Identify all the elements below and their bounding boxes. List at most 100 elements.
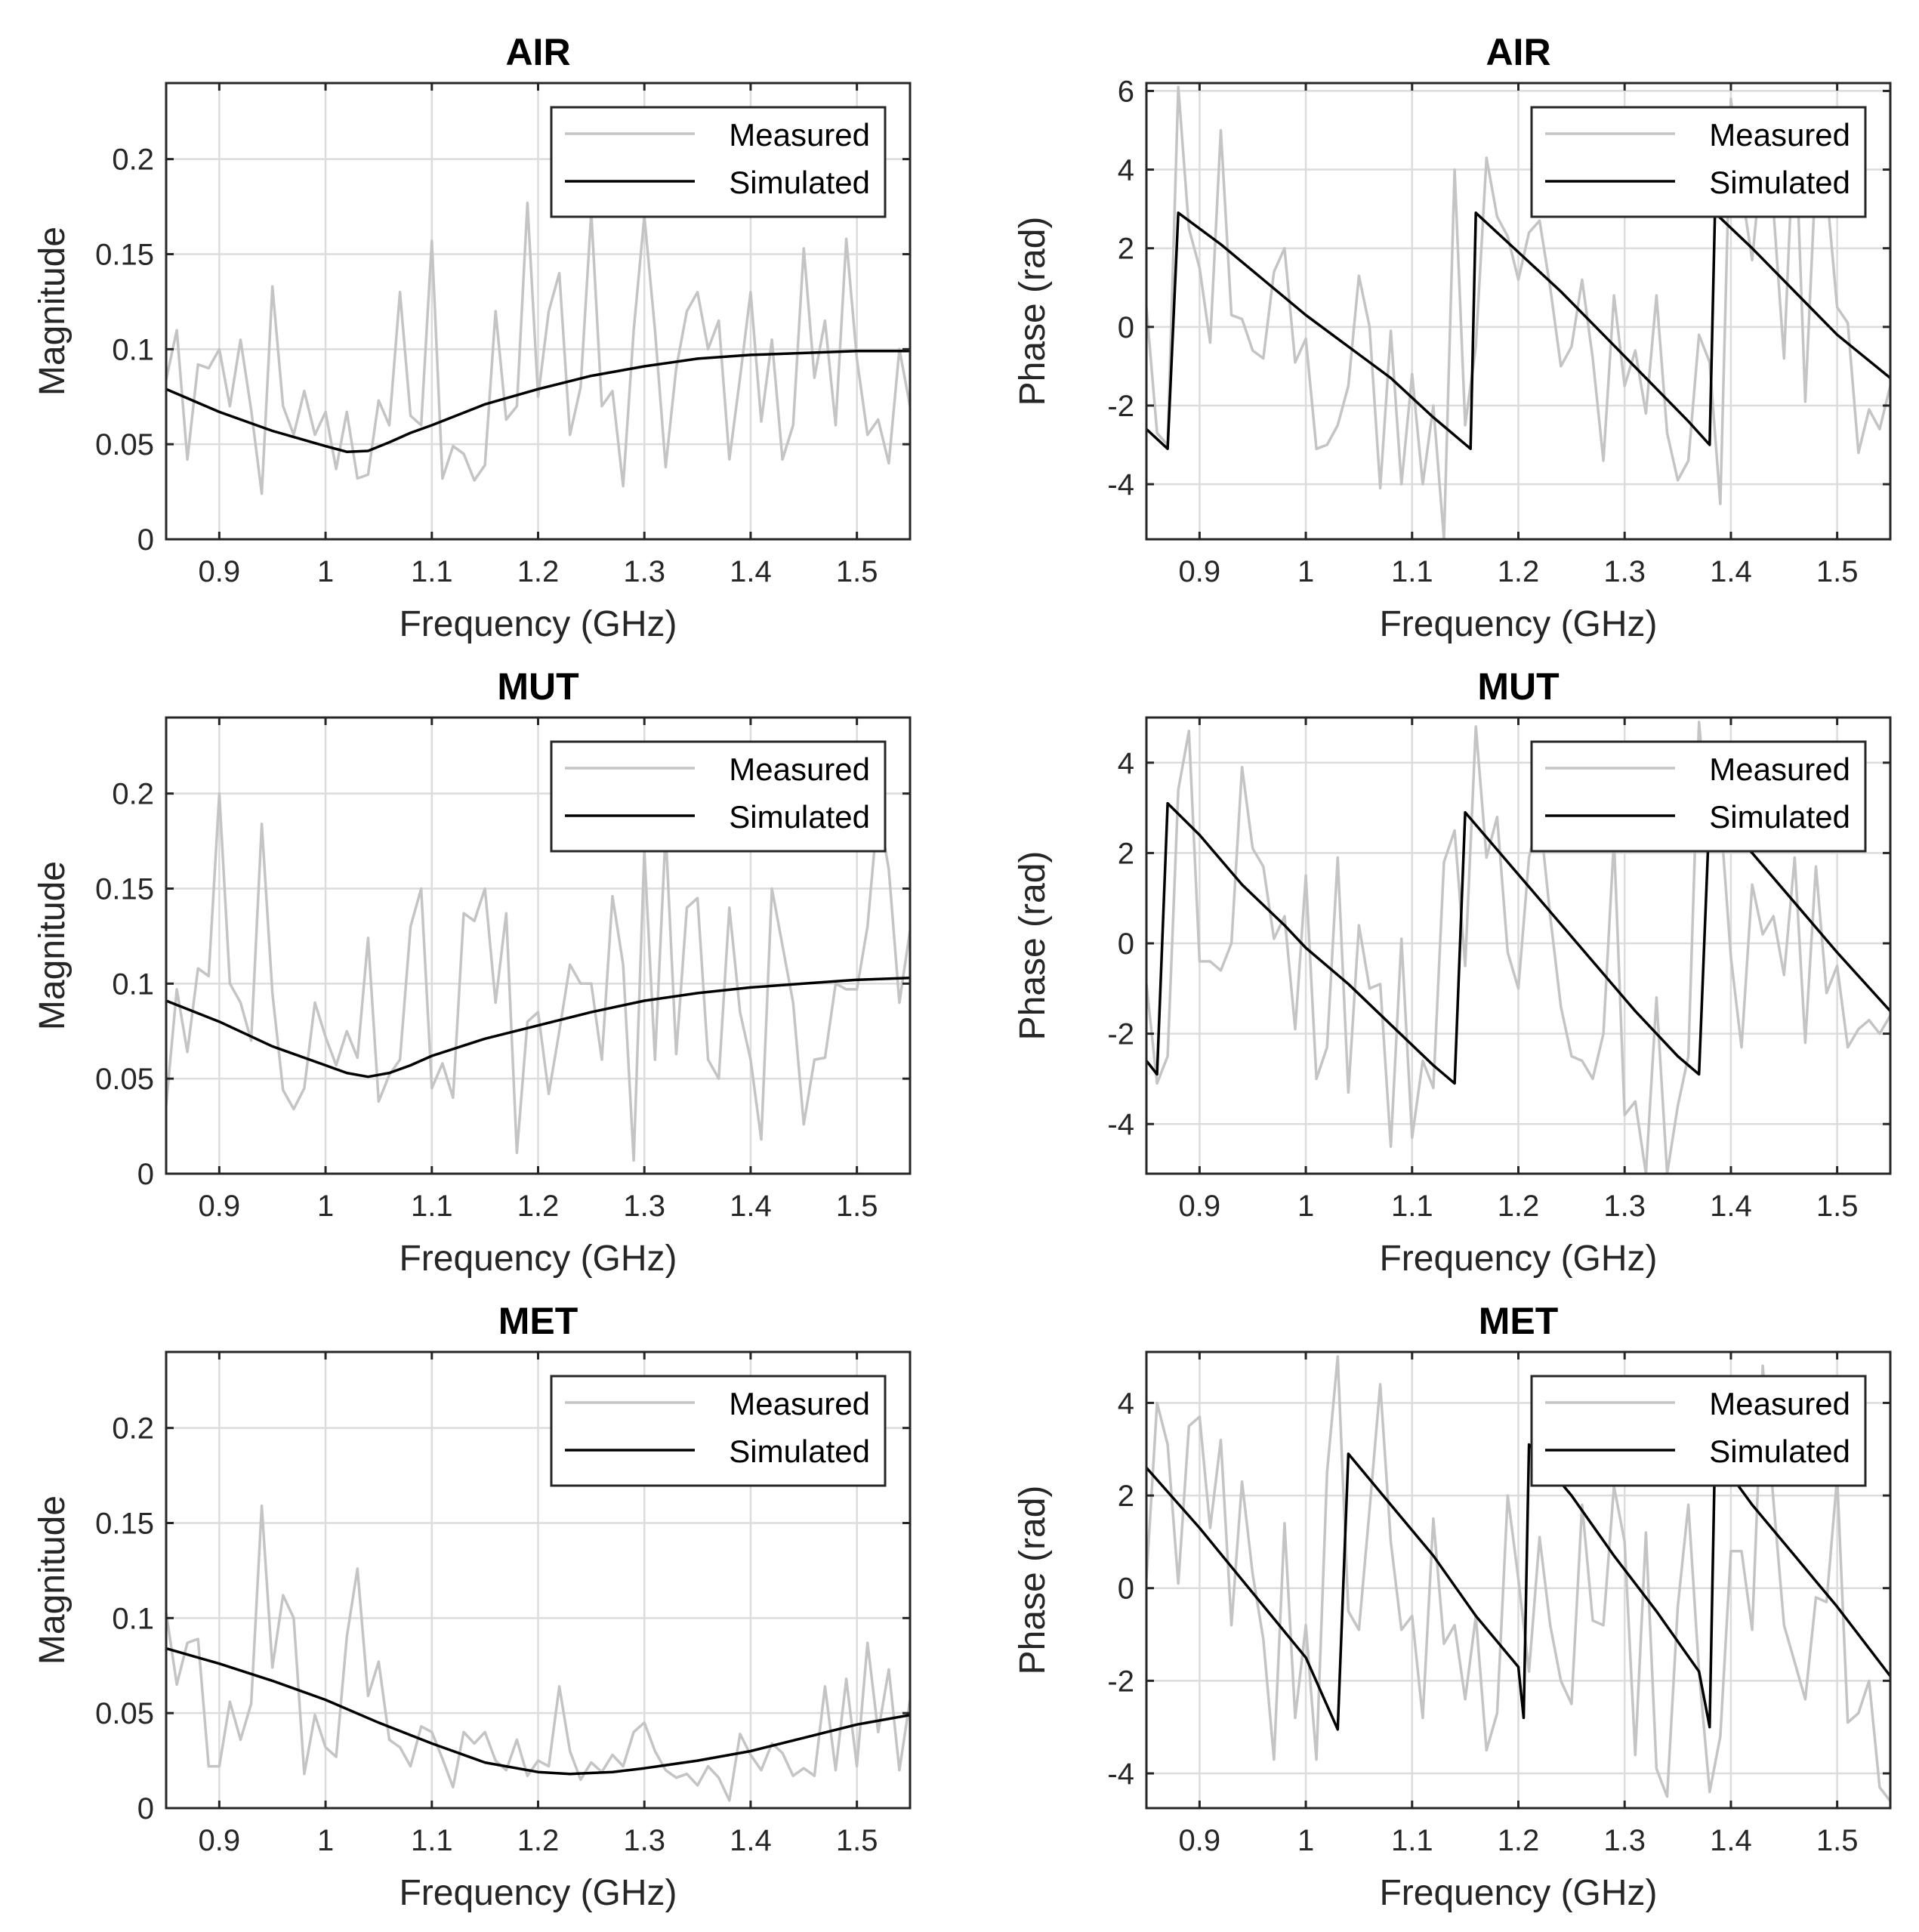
legend-label-measured: Measured — [1709, 752, 1850, 787]
y-axis-label: Phase (rad) — [1013, 1486, 1053, 1675]
panel-mut-phase: 0.9 1 1.1 1.2 1.3 1.4 1.5 -4 -2 0 2 4 MUT Frequency… — [1013, 665, 1892, 1279]
y-tick-label: 0.15 — [95, 1508, 154, 1541]
x-tick-label: 1.2 — [517, 1824, 560, 1857]
x-tick-label: 1.2 — [1498, 1190, 1540, 1223]
legend: Measured Simulated — [1530, 1375, 1867, 1487]
legend-box — [1530, 106, 1867, 218]
legend-label-simulated: Simulated — [1709, 165, 1850, 200]
x-tick-label: 1.3 — [623, 555, 665, 588]
tick-labels: 0.9 1 1.1 1.2 1.3 1.4 1.5 0 0.05 0.1 0.15 0.2 — [95, 83, 910, 588]
legend: Measured Simulated — [550, 740, 887, 853]
y-axis-label: Phase (rad) — [1013, 217, 1053, 406]
x-tick-label: 0.9 — [199, 1824, 241, 1857]
y-tick-label: 2 — [1118, 1480, 1134, 1513]
y-tick-label: 2 — [1118, 233, 1134, 266]
y-tick-label: 0.05 — [95, 1697, 154, 1730]
y-tick-label: 0 — [1118, 311, 1134, 344]
x-axis-label: Frequency (GHz) — [399, 1239, 677, 1279]
x-tick-label: 1.3 — [1603, 555, 1646, 588]
x-tick-label: 1.5 — [1816, 1824, 1859, 1857]
x-tick-label: 1.4 — [730, 1824, 772, 1857]
tick-labels: 0.9 1 1.1 1.2 1.3 1.4 1.5 -4 -2 0 2 4 — [1107, 1352, 1890, 1857]
panel-met-phase: 0.9 1 1.1 1.2 1.3 1.4 1.5 -4 -2 0 2 4 MET Frequency… — [1013, 1300, 1892, 1913]
x-axis-label: Frequency (GHz) — [1379, 1239, 1657, 1279]
x-tick-label: 1.2 — [517, 555, 560, 588]
series-line-simulated — [1146, 211, 1890, 450]
y-tick-label: 0.1 — [112, 968, 154, 1001]
panel-mut-magnitude: 0.9 1 1.1 1.2 1.3 1.4 1.5 0 0.05 0.1 0.15 0.2 MUT F… — [32, 665, 912, 1279]
panel-air-phase: 0.9 1 1.1 1.2 1.3 1.4 1.5 -4 -2 0 2 4 6 AIR Frequenc… — [1013, 31, 1892, 644]
chart-title: MET — [1479, 1300, 1559, 1342]
x-tick-label: 1.2 — [1498, 1824, 1540, 1857]
series-line-measured — [166, 792, 910, 1162]
y-axis-label: Magnitude — [32, 861, 73, 1030]
y-tick-label: 0 — [137, 1158, 154, 1191]
grid — [1146, 83, 1890, 539]
y-tick-label: -4 — [1107, 1758, 1134, 1791]
x-tick-label: 1 — [317, 555, 334, 588]
legend-box — [1530, 740, 1867, 853]
y-tick-label: 0 — [1118, 1572, 1134, 1606]
x-tick-label: 1 — [317, 1190, 334, 1223]
x-tick-label: 1.1 — [1391, 1190, 1433, 1223]
y-tick-label: 6 — [1118, 75, 1134, 108]
y-tick-label: 0.2 — [112, 1412, 154, 1446]
x-tick-label: 1.5 — [836, 1824, 878, 1857]
y-tick-label: 4 — [1118, 154, 1134, 187]
legend: Measured Simulated — [550, 106, 887, 218]
y-tick-label: 0.15 — [95, 873, 154, 906]
x-tick-label: 1.5 — [836, 1190, 878, 1223]
chart-title: MUT — [497, 665, 578, 708]
x-tick-label: 1.4 — [1710, 1824, 1752, 1857]
x-tick-label: 1.4 — [730, 1190, 772, 1223]
panel-met-magnitude: 0.9 1 1.1 1.2 1.3 1.4 1.5 0 0.05 0.1 0.15 0.2 MET F… — [32, 1300, 912, 1913]
y-tick-label: 2 — [1118, 837, 1134, 870]
x-tick-label: 1 — [317, 1824, 334, 1857]
x-tick-label: 1 — [1297, 555, 1314, 588]
x-tick-label: 1 — [1297, 1824, 1314, 1857]
y-tick-label: 4 — [1118, 747, 1134, 780]
x-tick-label: 1.1 — [1391, 1824, 1433, 1857]
y-axis-label: Magnitude — [32, 1495, 73, 1665]
x-tick-label: 1.5 — [1816, 555, 1859, 588]
y-tick-label: -4 — [1107, 468, 1134, 502]
x-tick-label: 1.1 — [411, 555, 453, 588]
y-tick-label: 0.15 — [95, 239, 154, 272]
x-axis-label: Frequency (GHz) — [1379, 604, 1657, 644]
panel-air-magnitude: 0.9 1 1.1 1.2 1.3 1.4 1.5 0 0.05 0.1 0.15 0.2 AIR F… — [32, 31, 912, 644]
y-axis-label: Phase (rad) — [1013, 851, 1053, 1041]
legend-label-simulated: Simulated — [729, 1434, 870, 1469]
legend-label-simulated: Simulated — [729, 165, 870, 200]
x-tick-label: 1.4 — [1710, 555, 1752, 588]
legend-label-measured: Measured — [729, 752, 870, 787]
y-tick-label: 0.05 — [95, 428, 154, 461]
y-tick-label: 0.1 — [112, 333, 154, 366]
legend-label-measured: Measured — [1709, 1386, 1850, 1421]
x-axis-label: Frequency (GHz) — [399, 604, 677, 644]
legend-label-simulated: Simulated — [1709, 1434, 1850, 1469]
legend-box — [550, 1375, 887, 1487]
y-tick-label: -2 — [1107, 390, 1134, 423]
x-tick-label: 1.4 — [730, 555, 772, 588]
x-tick-label: 0.9 — [199, 555, 241, 588]
x-tick-label: 1.5 — [836, 555, 878, 588]
series-line-measured — [1146, 721, 1890, 1174]
x-tick-label: 1.4 — [1710, 1190, 1752, 1223]
series-line-simulated — [166, 1647, 910, 1776]
tick-labels: 0.9 1 1.1 1.2 1.3 1.4 1.5 -4 -2 0 2 4 6 — [1107, 75, 1890, 588]
chart-title: MET — [498, 1300, 578, 1342]
x-tick-label: 1.3 — [623, 1190, 665, 1223]
y-tick-label: 0 — [137, 523, 154, 557]
legend: Measured Simulated — [1530, 740, 1867, 853]
tick-labels: 0.9 1 1.1 1.2 1.3 1.4 1.5 -4 -2 0 2 4 — [1107, 718, 1890, 1223]
legend-box — [1530, 1375, 1867, 1487]
legend-label-measured: Measured — [729, 117, 870, 153]
x-tick-label: 0.9 — [1179, 555, 1221, 588]
legend-label-measured: Measured — [1709, 117, 1850, 153]
y-tick-label: 0 — [1118, 927, 1134, 961]
legend-label-simulated: Simulated — [729, 799, 870, 835]
y-tick-label: 0.2 — [112, 778, 154, 811]
series-line-measured — [166, 201, 910, 495]
x-tick-label: 1.3 — [1603, 1190, 1646, 1223]
